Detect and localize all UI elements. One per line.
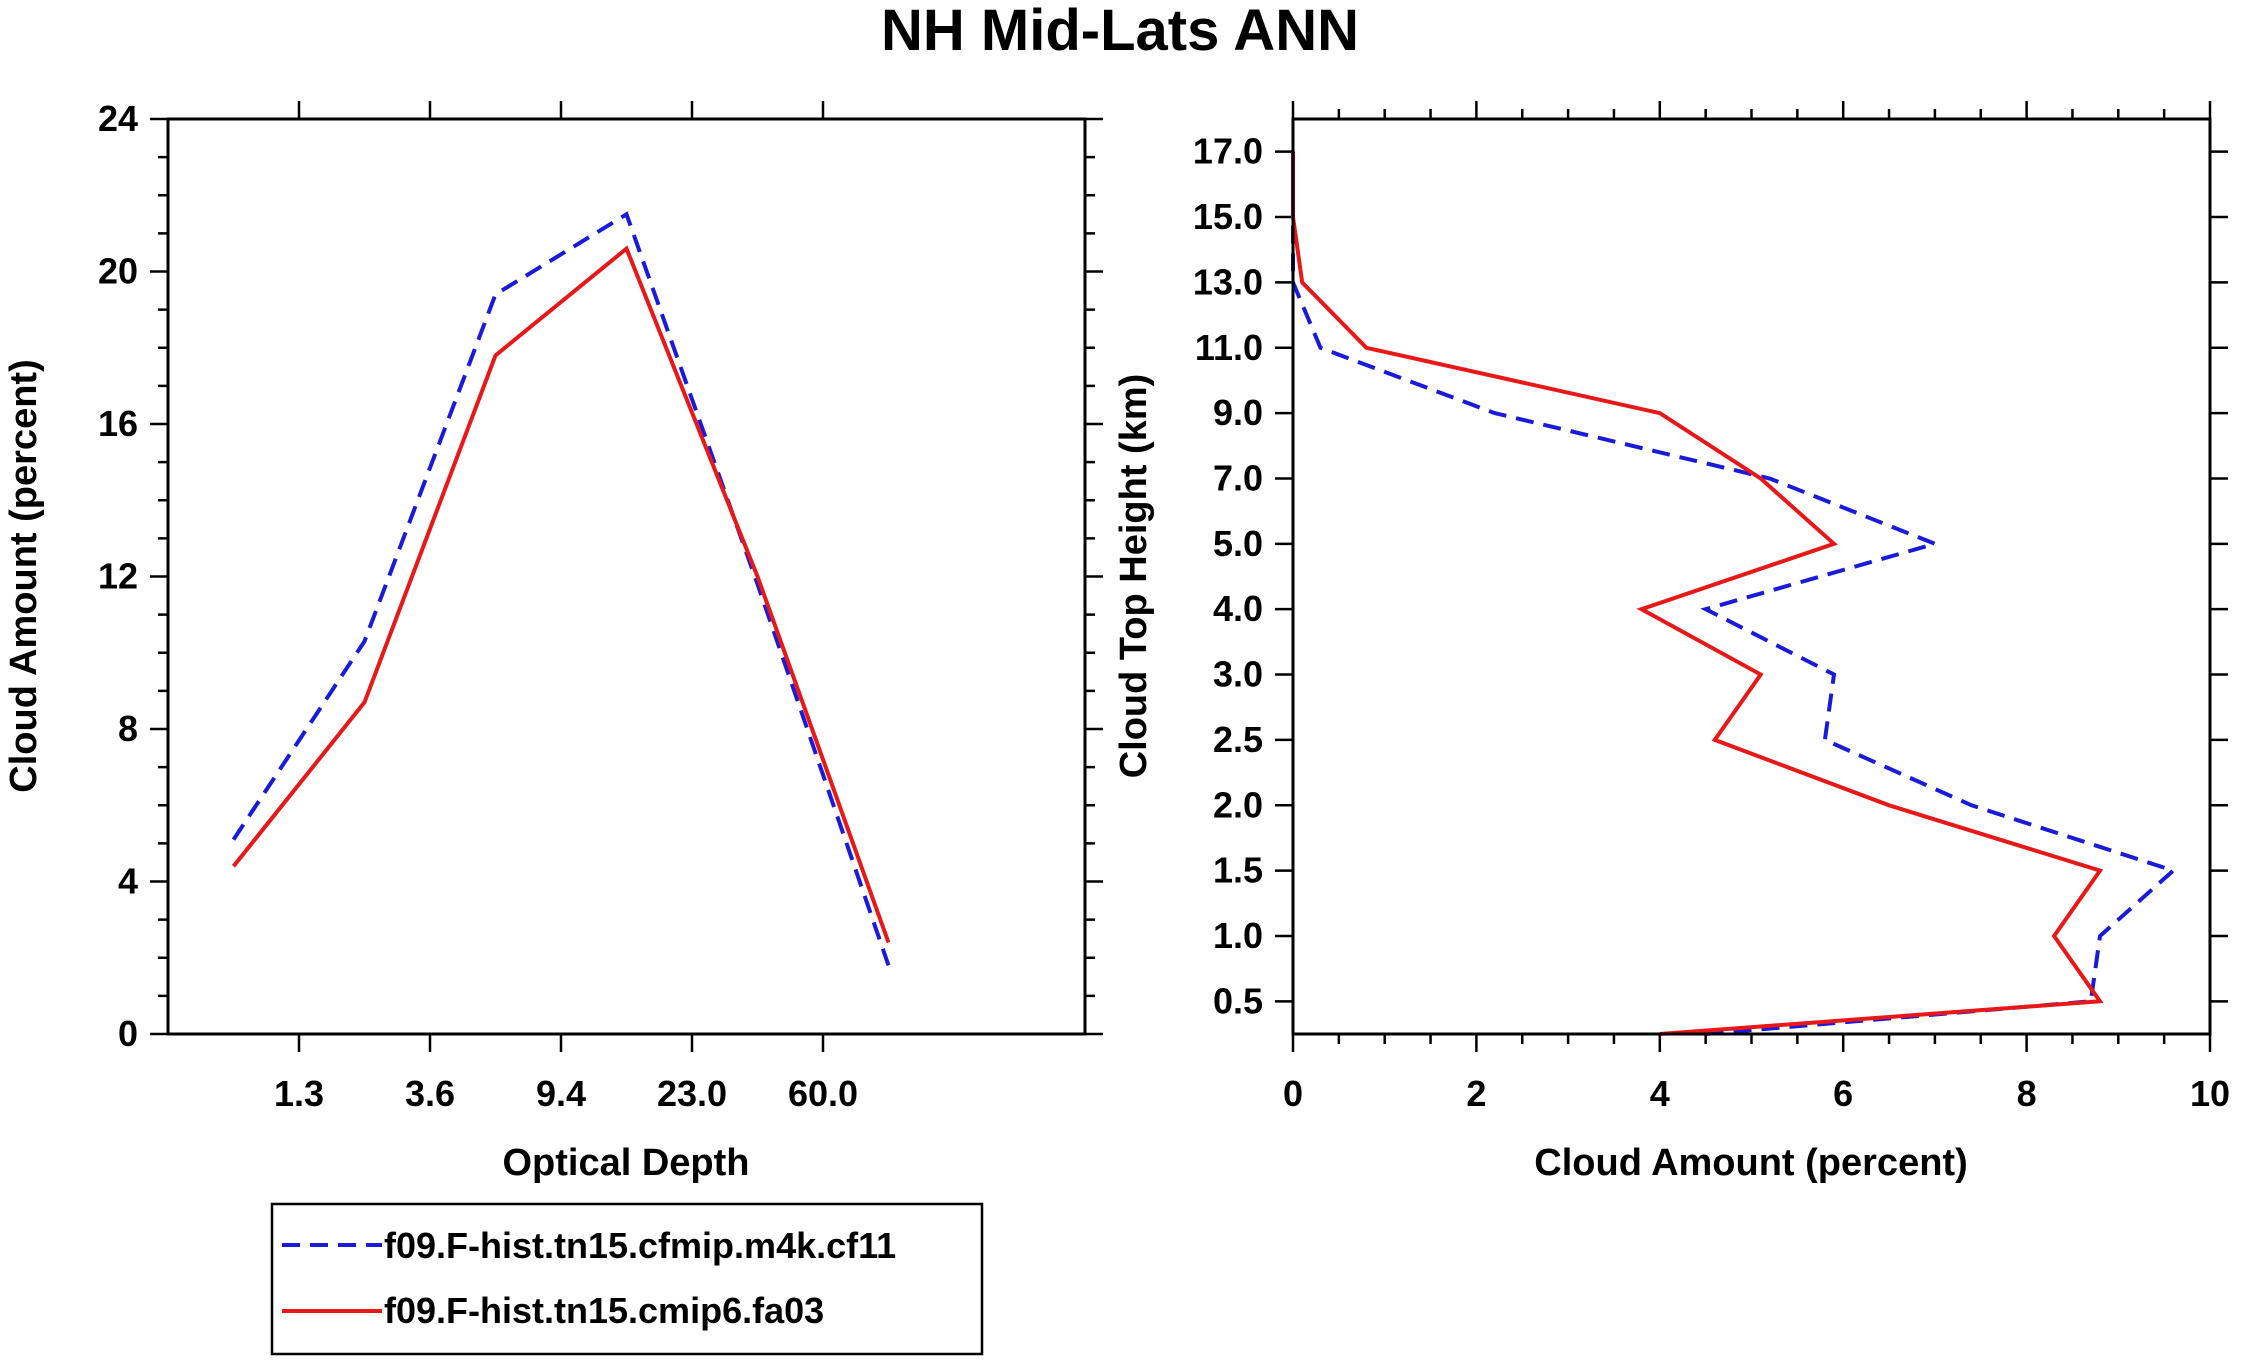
- left-ticks: [150, 101, 1103, 1052]
- right-ytick-label: 4.0: [1213, 588, 1263, 629]
- left-series-line-1: [231, 211, 891, 967]
- cloud-top-height-panel: 0 2 4 6 8 10 0.5 1.0 1.5 2.0 2.5 3.0 4.0 5.0 7.0 9.0 11.…: [1113, 101, 2230, 1184]
- left-xtick-label: 23.0: [657, 1073, 727, 1114]
- right-ytick-label: 17.0: [1193, 131, 1263, 172]
- right-ytick-label: 7.0: [1213, 457, 1263, 498]
- right-ticks: [1275, 101, 2228, 1052]
- left-ytick-label: 8: [118, 708, 138, 749]
- figure-title: NH Mid-Lats ANN: [881, 0, 1359, 63]
- left-ytick-label: 0: [118, 1013, 138, 1054]
- left-ytick-label: 16: [98, 403, 138, 444]
- left-xtick-label: 1.3: [274, 1073, 324, 1114]
- right-ytick-label: 0.5: [1213, 980, 1263, 1021]
- right-ytick-label: 15.0: [1193, 196, 1263, 237]
- left-xtick-label: 9.4: [536, 1073, 586, 1114]
- right-series-lines: [1291, 151, 2178, 1036]
- right-xtick-label: 6: [1833, 1073, 1853, 1114]
- legend-box: [270, 1202, 984, 1356]
- right-xtick-label: 10: [2190, 1073, 2230, 1114]
- right-series-line-1: [1291, 151, 2178, 1036]
- right-ytick-label: 3.0: [1213, 654, 1263, 695]
- right-ytick-label: 9.0: [1213, 392, 1263, 433]
- right-plot-frame: [1291, 117, 2212, 1036]
- left-tick-labels: 0 4 8 12 16 20 24 1.3 3.6 9.4 23.0 60.0: [98, 98, 858, 1114]
- left-ytick-label: 12: [98, 556, 138, 597]
- right-xtick-label: 8: [2017, 1073, 2037, 1114]
- right-xtick-label: 2: [1466, 1073, 1486, 1114]
- left-ytick-label: 20: [98, 251, 138, 292]
- right-ytick-label: 11.0: [1195, 327, 1263, 368]
- legend-series1-label: f09.F-hist.tn15.cfmip.m4k.cf11: [384, 1225, 896, 1266]
- right-ytick-label: 1.5: [1213, 850, 1263, 891]
- left-xtick-label: 60.0: [788, 1073, 858, 1114]
- left-xtick-label: 3.6: [405, 1073, 455, 1114]
- right-x-axis-label: Cloud Amount (percent): [1534, 1142, 1967, 1184]
- left-series-lines: [231, 211, 891, 967]
- left-x-axis-label: Optical Depth: [502, 1142, 749, 1184]
- left-ytick-label: 24: [98, 98, 138, 139]
- right-series-line-2: [1291, 151, 2104, 1036]
- optical-depth-panel: 0 4 8 12 16 20 24 1.3 3.6 9.4 23.0 60.0 Optical Dep…: [3, 98, 1103, 1184]
- right-ytick-label: 13.0: [1193, 261, 1263, 302]
- right-ytick-label: 2.5: [1213, 719, 1263, 760]
- right-tick-labels: 0 2 4 6 8 10 0.5 1.0 1.5 2.0 2.5 3.0 4.0 5.0 7.0 9.0 11.…: [1193, 131, 2230, 1114]
- left-series-line-2: [231, 245, 891, 944]
- right-xtick-label: 4: [1650, 1073, 1670, 1114]
- right-ytick-label: 2.0: [1213, 784, 1263, 825]
- left-plot-frame: [166, 117, 1087, 1036]
- left-y-axis-label: Cloud Amount (percent): [3, 359, 45, 792]
- left-ytick-label: 4: [118, 861, 138, 902]
- right-y-axis-label: Cloud Top Height (km): [1113, 374, 1155, 779]
- legend-series2-label: f09.F-hist.tn15.cmip6.fa03: [384, 1290, 824, 1331]
- right-ytick-label: 1.0: [1213, 915, 1263, 956]
- legend: f09.F-hist.tn15.cfmip.m4k.cf11 f09.F-his…: [270, 1202, 984, 1356]
- right-ytick-label: 5.0: [1213, 523, 1263, 564]
- right-xtick-label: 0: [1283, 1073, 1303, 1114]
